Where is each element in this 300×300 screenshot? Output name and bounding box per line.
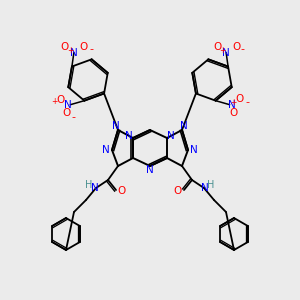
Text: N: N <box>180 121 188 131</box>
Text: N: N <box>222 47 230 58</box>
Text: -: - <box>240 44 244 55</box>
Text: O: O <box>230 108 238 118</box>
Text: N: N <box>201 183 209 193</box>
Text: O: O <box>213 41 221 52</box>
Text: H: H <box>207 180 215 190</box>
Text: N: N <box>64 100 72 110</box>
Text: +: + <box>219 46 225 55</box>
Text: N: N <box>190 145 198 155</box>
Text: O: O <box>62 108 70 118</box>
Text: O: O <box>56 95 64 105</box>
Text: -: - <box>90 44 94 55</box>
Text: N: N <box>167 131 175 141</box>
Text: +: + <box>51 97 58 106</box>
Text: H: H <box>85 180 93 190</box>
Text: N: N <box>146 165 154 175</box>
Text: +: + <box>67 46 73 55</box>
Text: -: - <box>246 97 250 107</box>
Text: O: O <box>61 41 69 52</box>
Text: O: O <box>80 41 88 52</box>
Text: N: N <box>112 121 120 131</box>
Text: O: O <box>118 186 126 196</box>
Text: N: N <box>91 183 99 193</box>
Text: -: - <box>71 112 75 122</box>
Text: N: N <box>102 145 110 155</box>
Text: O: O <box>232 41 240 52</box>
Text: N: N <box>228 100 236 110</box>
Text: N: N <box>125 131 133 141</box>
Text: +: + <box>230 98 237 107</box>
Text: O: O <box>236 94 244 104</box>
Text: O: O <box>174 186 182 196</box>
Text: N: N <box>70 47 78 58</box>
